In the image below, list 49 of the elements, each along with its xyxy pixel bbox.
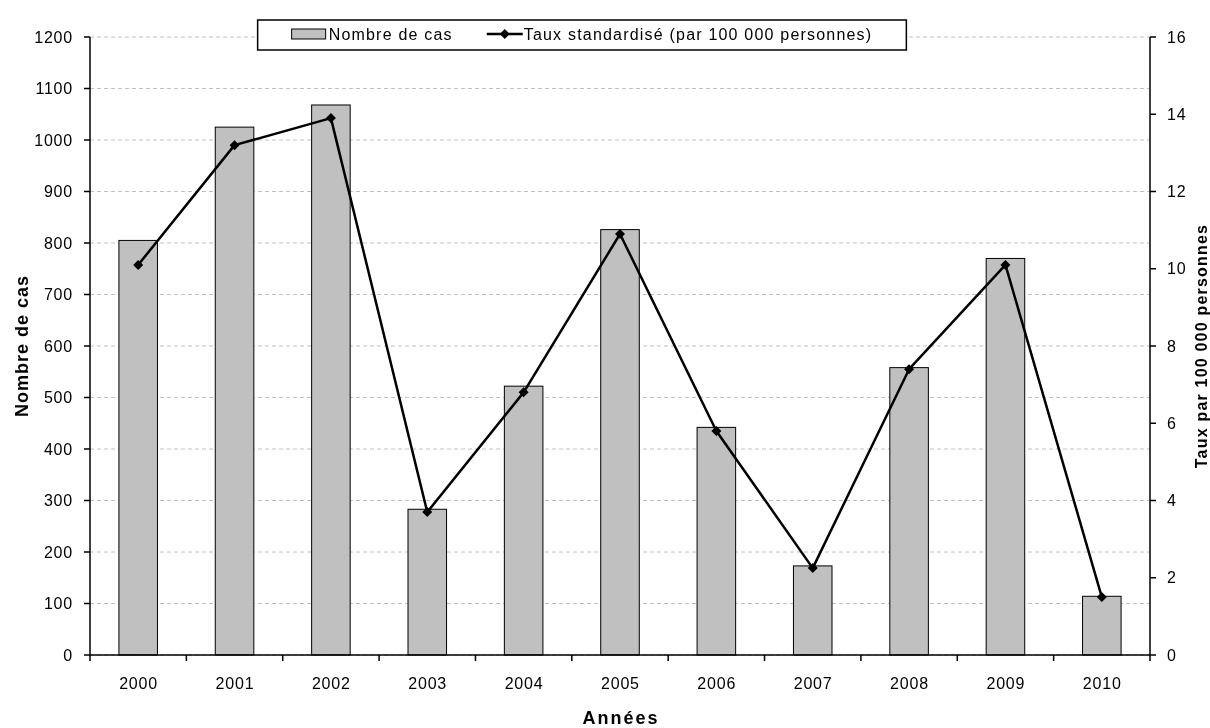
y2-tick-label: 0 <box>1167 646 1177 664</box>
point <box>904 364 915 375</box>
y-tick-label: 700 <box>43 286 73 304</box>
x-tick-label: 2007 <box>793 675 833 692</box>
y2-tick-label: 4 <box>1167 492 1177 510</box>
x-tick-label: 2002 <box>311 675 351 692</box>
y-tick-label: 500 <box>43 389 73 407</box>
point <box>1096 592 1107 603</box>
y2-axis-title: Taux par 100 000 personnes <box>1193 223 1210 469</box>
x-tick-label: 2003 <box>408 675 448 692</box>
y-tick-label: 1100 <box>35 80 73 98</box>
y-tick-label: 800 <box>43 234 73 252</box>
x-tick-label: 2000 <box>119 675 158 692</box>
y2-tick-label: 6 <box>1167 414 1177 432</box>
point <box>229 140 240 151</box>
x-tick-label: 2010 <box>1082 675 1122 692</box>
point <box>615 228 625 239</box>
y-tick-label: 300 <box>43 492 73 510</box>
x-axis-title: Années <box>582 708 660 728</box>
y-tick-label: 400 <box>43 440 73 458</box>
x-tick-label: 2001 <box>215 675 255 692</box>
point <box>325 113 336 124</box>
x-tick-label: 2008 <box>890 675 929 692</box>
y2-tick-label: 14 <box>1167 105 1187 123</box>
point <box>711 425 722 436</box>
y2-tick-label: 8 <box>1167 337 1177 355</box>
y-tick-label: 1200 <box>34 28 73 46</box>
y-tick-label: 0 <box>63 646 73 664</box>
y-axis-title: Nombre de cas <box>12 274 32 418</box>
point <box>807 563 818 574</box>
y2-tick-label: 12 <box>1167 183 1187 201</box>
point <box>1000 259 1011 270</box>
x-tick-label: 2005 <box>601 675 640 692</box>
point <box>422 507 433 518</box>
y-tick-label: 100 <box>43 595 73 613</box>
y-tick-label: 1000 <box>34 131 73 149</box>
y-tick-label: 200 <box>43 543 73 561</box>
y2-tick-label: 16 <box>1167 28 1187 46</box>
y-tick-label: 900 <box>43 183 73 201</box>
y2-tick-label: 10 <box>1167 260 1187 278</box>
point <box>518 387 529 398</box>
x-tick-label: 2009 <box>986 675 1026 692</box>
y-tick-label: 600 <box>43 337 73 355</box>
x-tick-label: 2004 <box>504 675 544 692</box>
legend-label: Taux standardisé (par 100 000 personnes) <box>523 25 873 43</box>
point <box>133 259 144 270</box>
legend-label: Nombre de cas <box>328 25 453 43</box>
y2-tick-label: 2 <box>1167 569 1177 587</box>
x-tick-label: 2006 <box>697 675 737 692</box>
